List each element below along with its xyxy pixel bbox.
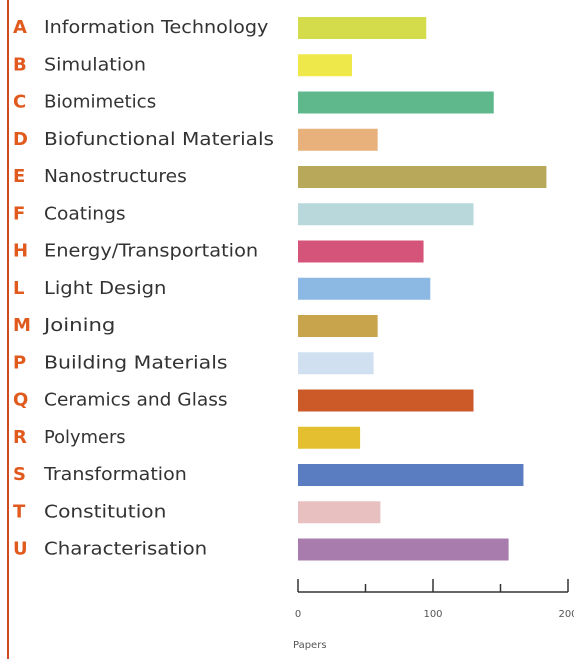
category-label: Ceramics and Glass [44,390,228,411]
category-code: P [13,352,26,373]
x-tick-label: 200 [558,609,574,620]
category-label: Polymers [44,427,126,448]
category-label: Transformation [43,464,187,485]
x-tick-label: 100 [423,609,442,620]
category-code: U [13,539,28,560]
category-code: C [13,92,26,113]
category-code: T [13,501,26,522]
bar [298,538,509,561]
category-code: F [13,203,25,224]
category-code: A [13,17,27,38]
category-code: S [13,464,26,485]
bar [298,166,547,188]
category-label: Simulation [44,54,146,75]
bar [298,54,352,77]
bar [298,315,378,337]
category-code: R [13,427,27,448]
bar [298,464,524,486]
bar [298,240,424,263]
bar [298,203,474,226]
category-label: Constitution [44,501,166,522]
category-label: Coatings [44,203,126,224]
bar [298,128,378,151]
category-code: H [13,241,28,262]
bar [298,91,494,114]
bar [298,17,427,39]
bar [298,352,374,375]
category-label: Building Materials [44,352,228,373]
category-label: Biofunctional Materials [44,129,274,150]
category-label: Biomimetics [44,92,156,113]
category-label: Joining [43,315,116,336]
category-label: Information Technology [44,17,269,38]
category-code: E [13,166,25,187]
category-code: M [13,315,31,336]
x-axis-label: Papers [293,640,327,651]
bar [298,501,381,524]
category-label: Characterisation [44,539,207,560]
bar [298,277,431,300]
category-label: Energy/Transportation [44,241,258,262]
bar [298,389,474,412]
category-label: Light Design [44,278,166,299]
category-code: Q [13,390,28,411]
category-code: B [13,54,27,75]
category-label: Nanostructures [44,166,187,187]
category-code: L [13,278,24,299]
category-code: D [13,129,28,150]
bar [298,426,361,449]
x-tick-label: 0 [295,609,301,620]
